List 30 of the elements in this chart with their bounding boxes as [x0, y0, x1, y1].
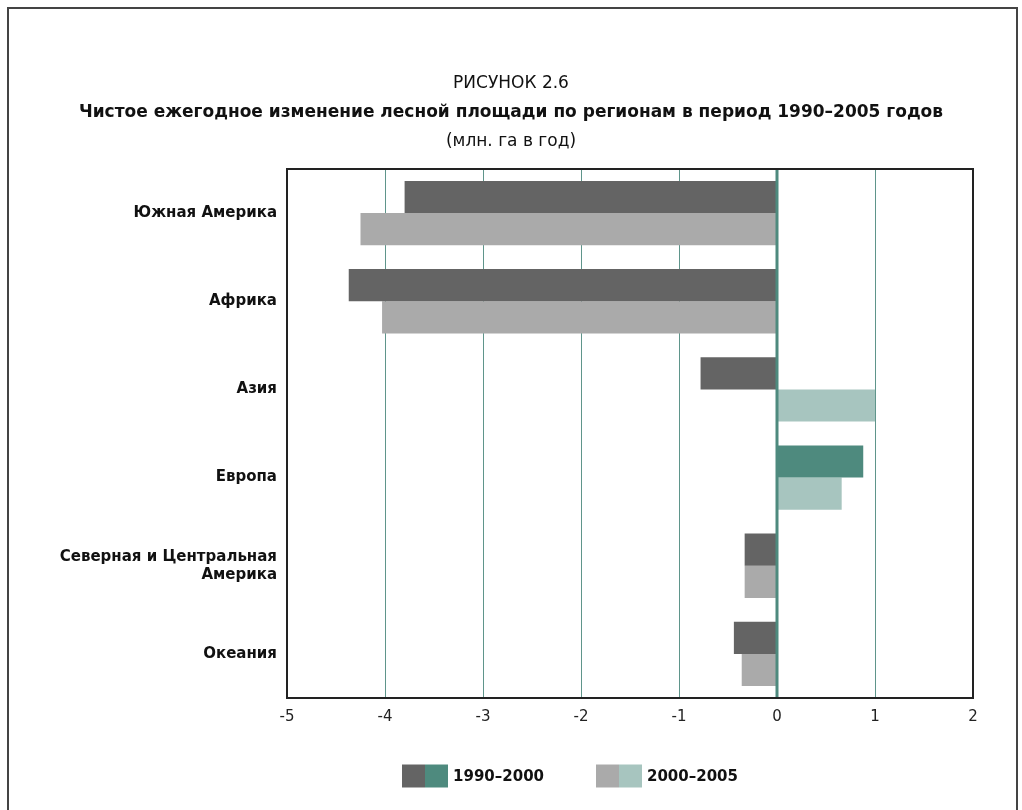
x-tick-label: 1: [870, 706, 880, 725]
bar: [404, 180, 777, 214]
legend-label: 1990–2000: [453, 766, 544, 785]
bar: [744, 565, 777, 598]
x-tick-label: 2: [968, 706, 978, 725]
text: РИСУНОК 2.6: [452, 71, 570, 94]
y-tick-label: Южная Америка: [133, 202, 277, 221]
y-tick-label: Океания: [203, 643, 277, 662]
bar: [348, 269, 777, 302]
x-tick-label: -5: [279, 706, 295, 725]
x-tick-label: -2: [573, 706, 589, 725]
y-tick-label: Африка: [208, 291, 277, 310]
bar: [777, 477, 842, 510]
bar: [733, 621, 777, 654]
bar: [382, 301, 777, 334]
bar: [700, 357, 777, 390]
x-tick-label: -3: [475, 706, 491, 725]
bar: [360, 213, 777, 246]
x-tick-label: -1: [671, 706, 687, 725]
y-tick-label: Северная и Центральная Америка: [59, 546, 277, 583]
legend-label: 2000–2005: [647, 766, 738, 785]
chart-title: Чистое ежегодное изменение лесной площади по регионам в период 1990–2005 годов: [77, 100, 945, 123]
bar: [741, 653, 777, 687]
y-tick-label: Азия: [236, 379, 277, 398]
bar: [744, 533, 777, 566]
x-tick-label: 0: [772, 706, 782, 725]
y-tick-label: Европа: [215, 467, 277, 486]
bar: [777, 389, 875, 422]
x-tick-label: -4: [377, 706, 393, 725]
chart-subtitle: (млн. га в год): [444, 129, 578, 152]
